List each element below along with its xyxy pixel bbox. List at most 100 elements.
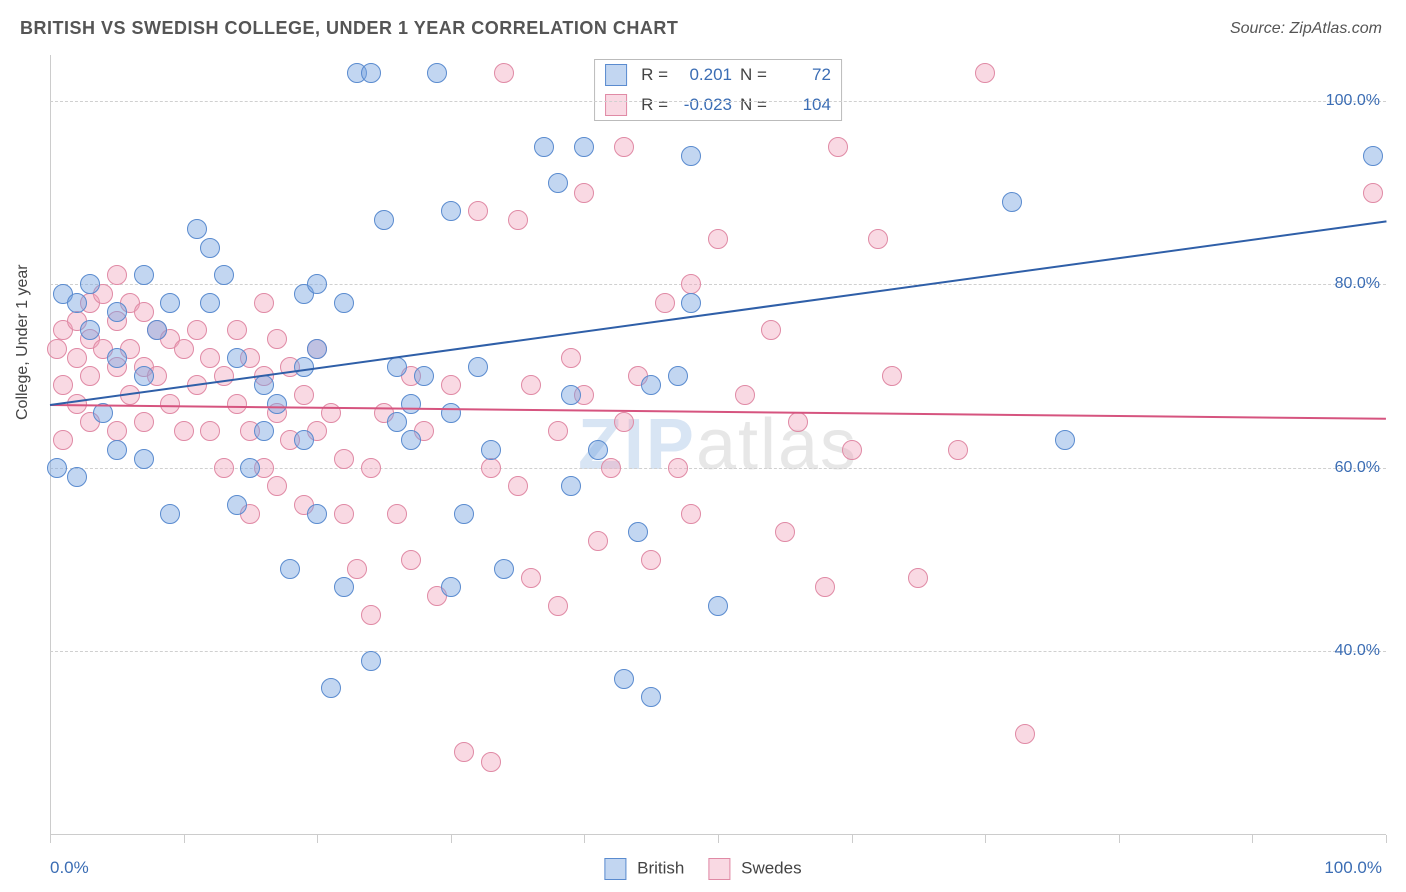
data-point-swedes: [521, 568, 541, 588]
data-point-british: [708, 596, 728, 616]
data-point-british: [280, 559, 300, 579]
data-point-swedes: [347, 559, 367, 579]
data-point-british: [134, 366, 154, 386]
data-point-swedes: [174, 421, 194, 441]
y-tick-label: 80.0%: [1335, 275, 1380, 293]
x-axis-max-label: 100.0%: [1324, 858, 1382, 878]
legend-item-british: British: [604, 858, 684, 880]
data-point-british: [80, 320, 100, 340]
data-point-british: [107, 302, 127, 322]
r-label: R =: [641, 65, 668, 85]
data-point-british: [481, 440, 501, 460]
data-point-british: [561, 385, 581, 405]
stats-row-swedes: R = -0.023 N = 104: [595, 90, 841, 120]
watermark-suffix: atlas: [696, 405, 858, 485]
r-value-swedes: -0.023: [676, 95, 732, 115]
data-point-british: [107, 348, 127, 368]
data-point-swedes: [441, 375, 461, 395]
data-point-british: [200, 293, 220, 313]
data-point-british: [254, 421, 274, 441]
data-point-british: [294, 430, 314, 450]
x-tick: [1386, 835, 1387, 843]
data-point-british: [294, 357, 314, 377]
data-point-swedes: [200, 421, 220, 441]
data-point-swedes: [708, 229, 728, 249]
data-point-swedes: [200, 348, 220, 368]
data-point-british: [361, 651, 381, 671]
data-point-british: [334, 577, 354, 597]
data-point-british: [200, 238, 220, 258]
data-point-swedes: [361, 605, 381, 625]
data-point-swedes: [80, 366, 100, 386]
stats-row-british: R = 0.201 N = 72: [595, 60, 841, 90]
grid-line: [50, 651, 1386, 652]
data-point-swedes: [67, 348, 87, 368]
data-point-swedes: [134, 412, 154, 432]
data-point-swedes: [254, 293, 274, 313]
data-point-british: [561, 476, 581, 496]
data-point-british: [414, 366, 434, 386]
x-tick: [985, 835, 986, 843]
data-point-british: [534, 137, 554, 157]
data-point-swedes: [481, 458, 501, 478]
data-point-british: [574, 137, 594, 157]
data-point-swedes: [614, 137, 634, 157]
data-point-british: [681, 146, 701, 166]
data-point-swedes: [387, 504, 407, 524]
data-point-british: [307, 504, 327, 524]
legend-item-swedes: Swedes: [708, 858, 801, 880]
data-point-swedes: [227, 394, 247, 414]
y-tick-label: 60.0%: [1335, 459, 1380, 477]
data-point-swedes: [107, 421, 127, 441]
swatch-british-icon: [604, 858, 626, 880]
y-axis-line: [50, 55, 51, 835]
data-point-british: [107, 440, 127, 460]
data-point-swedes: [401, 550, 421, 570]
n-label: N =: [740, 95, 767, 115]
data-point-british: [441, 403, 461, 423]
data-point-swedes: [53, 430, 73, 450]
data-point-british: [267, 394, 287, 414]
data-point-swedes: [454, 742, 474, 762]
data-point-british: [641, 687, 661, 707]
x-axis-min-label: 0.0%: [50, 858, 89, 878]
data-point-british: [1002, 192, 1022, 212]
data-point-swedes: [160, 394, 180, 414]
data-point-british: [401, 430, 421, 450]
data-point-swedes: [681, 274, 701, 294]
stats-legend-box: R = 0.201 N = 72 R = -0.023 N = 104: [594, 59, 842, 121]
data-point-swedes: [882, 366, 902, 386]
r-label: R =: [641, 95, 668, 115]
data-point-swedes: [494, 63, 514, 83]
data-point-swedes: [548, 596, 568, 616]
data-point-swedes: [975, 63, 995, 83]
x-tick: [184, 835, 185, 843]
data-point-british: [80, 274, 100, 294]
data-point-british: [160, 293, 180, 313]
data-point-swedes: [107, 265, 127, 285]
data-point-british: [134, 449, 154, 469]
x-tick: [1252, 835, 1253, 843]
n-value-swedes: 104: [775, 95, 831, 115]
data-point-british: [67, 467, 87, 487]
data-point-swedes: [1015, 724, 1035, 744]
data-point-swedes: [334, 449, 354, 469]
grid-line: [50, 101, 1386, 102]
y-tick-label: 100.0%: [1326, 92, 1380, 110]
y-tick-label: 40.0%: [1335, 642, 1380, 660]
data-point-swedes: [214, 458, 234, 478]
x-tick: [584, 835, 585, 843]
data-point-swedes: [775, 522, 795, 542]
data-point-swedes: [1363, 183, 1383, 203]
data-point-swedes: [681, 504, 701, 524]
data-point-british: [307, 339, 327, 359]
y-axis-label: College, Under 1 year: [14, 264, 32, 420]
data-point-british: [240, 458, 260, 478]
data-point-british: [441, 577, 461, 597]
data-point-british: [334, 293, 354, 313]
grid-line: [50, 284, 1386, 285]
data-point-swedes: [294, 385, 314, 405]
data-point-swedes: [868, 229, 888, 249]
data-point-swedes: [828, 137, 848, 157]
data-point-swedes: [641, 550, 661, 570]
